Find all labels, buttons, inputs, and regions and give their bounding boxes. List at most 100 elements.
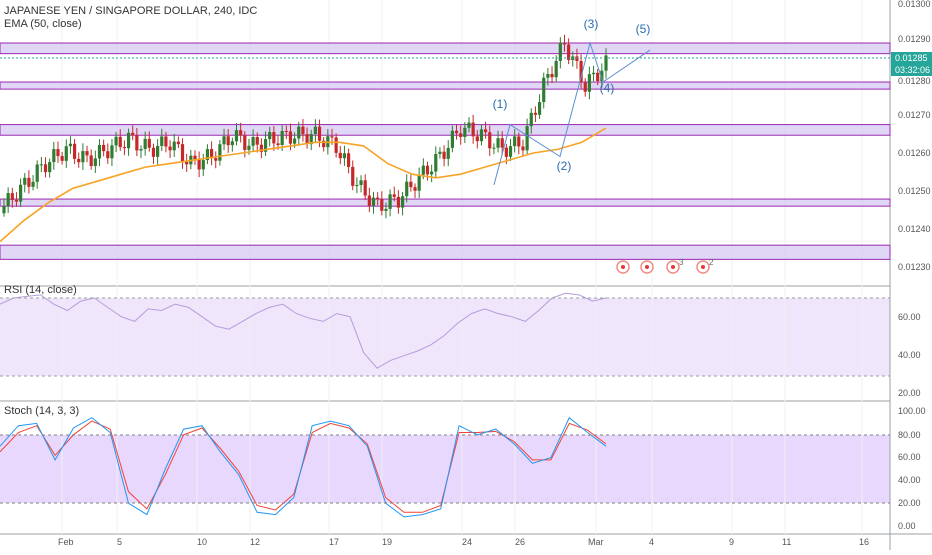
candle-body (60, 156, 64, 161)
time-tick-11: 11 (782, 537, 791, 547)
zone-2 (0, 124, 891, 136)
candle-body (48, 162, 52, 173)
current-price-text: 0.01285 (895, 53, 928, 63)
candle-body (317, 126, 322, 141)
wave-path (493, 41, 651, 186)
candle-body (64, 146, 68, 161)
candle-body (151, 147, 156, 157)
candle-body (268, 132, 272, 140)
zone-0 (0, 42, 891, 55)
event-badge-dot-1 (645, 265, 649, 269)
price-tick-4: 0.01260 (898, 148, 931, 158)
candle-body (156, 145, 160, 157)
wave-labels: (1) (2) (3) (4) (5) (493, 17, 651, 173)
candle-body (467, 122, 471, 128)
candle-body (230, 141, 234, 146)
candle-body (14, 199, 19, 202)
time-tick-mar: Mar (588, 537, 604, 547)
candle-body (529, 112, 533, 127)
time-tick-10: 10 (197, 537, 207, 547)
price-tick-2: 0.01280 (898, 76, 931, 86)
stoch-tick-40: 40.00 (898, 475, 921, 485)
candle-body (72, 143, 77, 159)
rsi-indicator-label: RSI (14, close) (4, 284, 77, 296)
candle-body (463, 127, 467, 137)
candle-body (114, 136, 118, 146)
candle-body (309, 134, 313, 145)
stoch-k-line (0, 416, 607, 518)
candle-body (234, 130, 239, 142)
rsi-tick-60: 60.00 (898, 312, 921, 322)
candle-body (454, 130, 459, 134)
candle-body (562, 42, 567, 45)
event-badge-dot-2 (671, 265, 675, 269)
wave-label-4: (4) (600, 81, 615, 95)
candle-body (392, 194, 396, 197)
candle-body (6, 193, 10, 207)
candle-body (43, 164, 48, 173)
ema-indicator-label: EMA (50, close) (4, 18, 82, 30)
candle-body (305, 134, 309, 145)
candle-body (2, 206, 6, 214)
rsi-tick-20: 20.00 (898, 388, 921, 398)
candle-body (558, 42, 562, 61)
candle-body (388, 194, 392, 209)
countdown-text: 03:32:06 (895, 65, 930, 75)
candle-body (525, 126, 529, 151)
candle-body (351, 166, 355, 186)
candle-body (446, 147, 450, 159)
candle-body (205, 149, 210, 161)
candle-body (93, 158, 97, 166)
candle-body (342, 153, 347, 159)
candle-body (367, 195, 371, 206)
candle-body (251, 137, 255, 146)
candle-body (39, 164, 43, 166)
candle-body (338, 152, 342, 159)
price-tick-6: 0.01240 (898, 224, 931, 234)
candle-body (110, 145, 114, 159)
candle-body (56, 149, 60, 157)
candle-body (68, 143, 73, 147)
candle-body (376, 197, 380, 200)
rsi-tick-40: 40.00 (898, 350, 921, 360)
candle-body (492, 147, 496, 149)
countdown-badge (891, 64, 932, 76)
candle-body (259, 144, 264, 152)
price-tick-7: 0.01230 (898, 262, 931, 272)
candle-body (583, 82, 587, 92)
zone-1 (0, 81, 891, 90)
candle-body (102, 144, 106, 152)
candle-body (496, 138, 500, 148)
candle-body (118, 136, 122, 148)
candle-body (371, 197, 376, 206)
event-badge-count-2: 2 (709, 258, 714, 267)
candle-body (475, 136, 479, 142)
candle-body (479, 129, 484, 142)
candle-body (218, 144, 222, 161)
rsi-line (0, 292, 607, 369)
stoch-tick-100: 100.00 (898, 406, 926, 416)
candle-body (380, 199, 384, 211)
candle-body (297, 126, 301, 139)
candle-body (27, 177, 31, 187)
candle-body (517, 136, 521, 147)
candle-body (591, 72, 596, 75)
stoch-band (0, 435, 890, 503)
candle-body (484, 129, 488, 133)
candle-body (201, 160, 205, 170)
candle-body (313, 126, 317, 135)
time-tick-19: 19 (382, 537, 392, 547)
wave-label-2: (2) (557, 159, 572, 173)
candle-body (197, 159, 201, 170)
candle-body (222, 136, 226, 145)
candle-body (438, 151, 442, 154)
candle-body (131, 132, 135, 136)
candle-body (168, 146, 172, 151)
candle-body (81, 151, 85, 163)
candle-body (513, 136, 517, 147)
candle-body (533, 112, 538, 115)
candle-body (164, 136, 168, 147)
candle-body (434, 153, 438, 172)
candle-body (89, 155, 93, 166)
